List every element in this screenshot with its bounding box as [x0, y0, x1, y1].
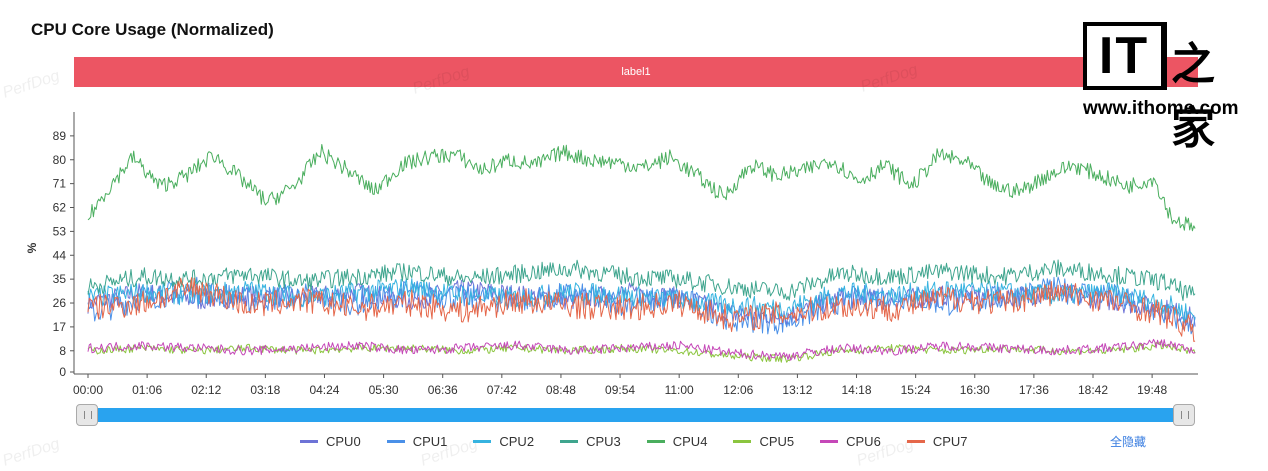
series-line-cpu4 — [87, 144, 1196, 232]
legend-label: CPU1 — [412, 433, 448, 449]
y-tick-label: 89 — [53, 129, 67, 143]
slider-right-handle[interactable] — [1173, 404, 1195, 426]
x-tick-label: 18:42 — [1078, 383, 1108, 397]
slider-left-handle[interactable] — [76, 404, 98, 426]
legend-label: CPU2 — [499, 433, 535, 449]
legend-item-cpu6[interactable]: CPU6 — [820, 434, 881, 449]
legend-label: CPU0 — [326, 433, 361, 449]
x-tick-label: 14:18 — [842, 383, 872, 397]
legend-swatch — [646, 439, 665, 443]
y-tick-label: 35 — [53, 272, 67, 286]
x-tick-label: 07:42 — [487, 383, 517, 397]
x-tick-label: 01:06 — [132, 383, 162, 397]
legend-swatch — [906, 439, 925, 443]
y-tick-label: 17 — [53, 320, 67, 334]
legend-item-cpu5[interactable]: CPU5 — [733, 434, 794, 449]
x-tick-label: 13:12 — [782, 383, 812, 397]
x-tick-label: 08:48 — [546, 383, 576, 397]
legend-swatch — [820, 439, 839, 443]
chart-legend: CPU0 CPU1 CPU2 CPU3 CPU4 CPU5 CPU6 CPU7 — [300, 433, 994, 449]
series-line-cpu7 — [87, 277, 1196, 342]
x-tick-label: 15:24 — [901, 383, 931, 397]
y-tick-label: 26 — [53, 296, 67, 310]
x-tick-label: 12:06 — [723, 383, 753, 397]
legend-item-cpu0[interactable]: CPU0 — [300, 434, 361, 449]
y-axis-label: % — [25, 242, 39, 253]
ithome-logo: IT 之家 www.ithome.com — [1083, 22, 1253, 154]
legend-label: CPU7 — [932, 433, 968, 449]
logo-cn-text: 之家 — [1171, 39, 1215, 154]
logo-it-text: IT — [1087, 26, 1161, 86]
x-tick-label: 19:48 — [1137, 383, 1167, 397]
y-tick-label: 80 — [53, 153, 67, 167]
x-tick-label: 17:36 — [1019, 383, 1049, 397]
x-tick-label: 16:30 — [960, 383, 990, 397]
series-line-cpu6 — [87, 338, 1196, 361]
y-tick-label: 62 — [53, 201, 67, 215]
x-tick-label: 00:00 — [73, 383, 103, 397]
hide-all-button[interactable]: 全隐藏 — [1110, 435, 1147, 449]
legend-swatch — [473, 439, 492, 443]
legend-item-cpu3[interactable]: CPU3 — [560, 434, 621, 449]
x-tick-label: 04:24 — [309, 383, 339, 397]
legend-item-cpu4[interactable]: CPU4 — [646, 433, 708, 449]
x-tick-label: 09:54 — [605, 383, 635, 397]
y-tick-label: 8 — [59, 344, 66, 358]
y-tick-label: 71 — [53, 177, 67, 191]
y-tick-label: 0 — [59, 365, 66, 379]
x-tick-label: 05:30 — [369, 383, 399, 397]
time-range-slider[interactable] — [90, 408, 1178, 422]
legend-item-cpu7[interactable]: CPU7 — [906, 433, 968, 449]
legend-item-cpu1[interactable]: CPU1 — [386, 433, 448, 449]
legend-swatch — [386, 439, 405, 443]
chart-title: CPU Core Usage (Normalized) — [31, 20, 274, 39]
label-bar[interactable]: label1 — [74, 57, 1198, 87]
x-tick-label: 02:12 — [191, 383, 221, 397]
legend-label: CPU5 — [759, 433, 795, 449]
x-tick-label: 03:18 — [250, 383, 280, 397]
x-tick-label: 11:00 — [665, 383, 694, 397]
logo-it-block: IT — [1083, 22, 1167, 90]
legend-label: CPU4 — [672, 433, 708, 449]
x-tick-label: 06:36 — [428, 383, 458, 397]
series-line-cpu3 — [87, 259, 1196, 301]
y-tick-label: 44 — [53, 248, 67, 262]
legend-swatch — [300, 439, 318, 443]
legend-swatch — [733, 439, 752, 443]
legend-swatch — [560, 439, 579, 443]
logo-url: www.ithome.com — [1083, 98, 1239, 119]
legend-label: CPU3 — [586, 433, 621, 449]
y-tick-label: 53 — [53, 224, 67, 238]
legend-item-cpu2[interactable]: CPU2 — [473, 434, 534, 449]
series-line-cpu0 — [87, 279, 1196, 327]
legend-label: CPU6 — [846, 433, 881, 449]
